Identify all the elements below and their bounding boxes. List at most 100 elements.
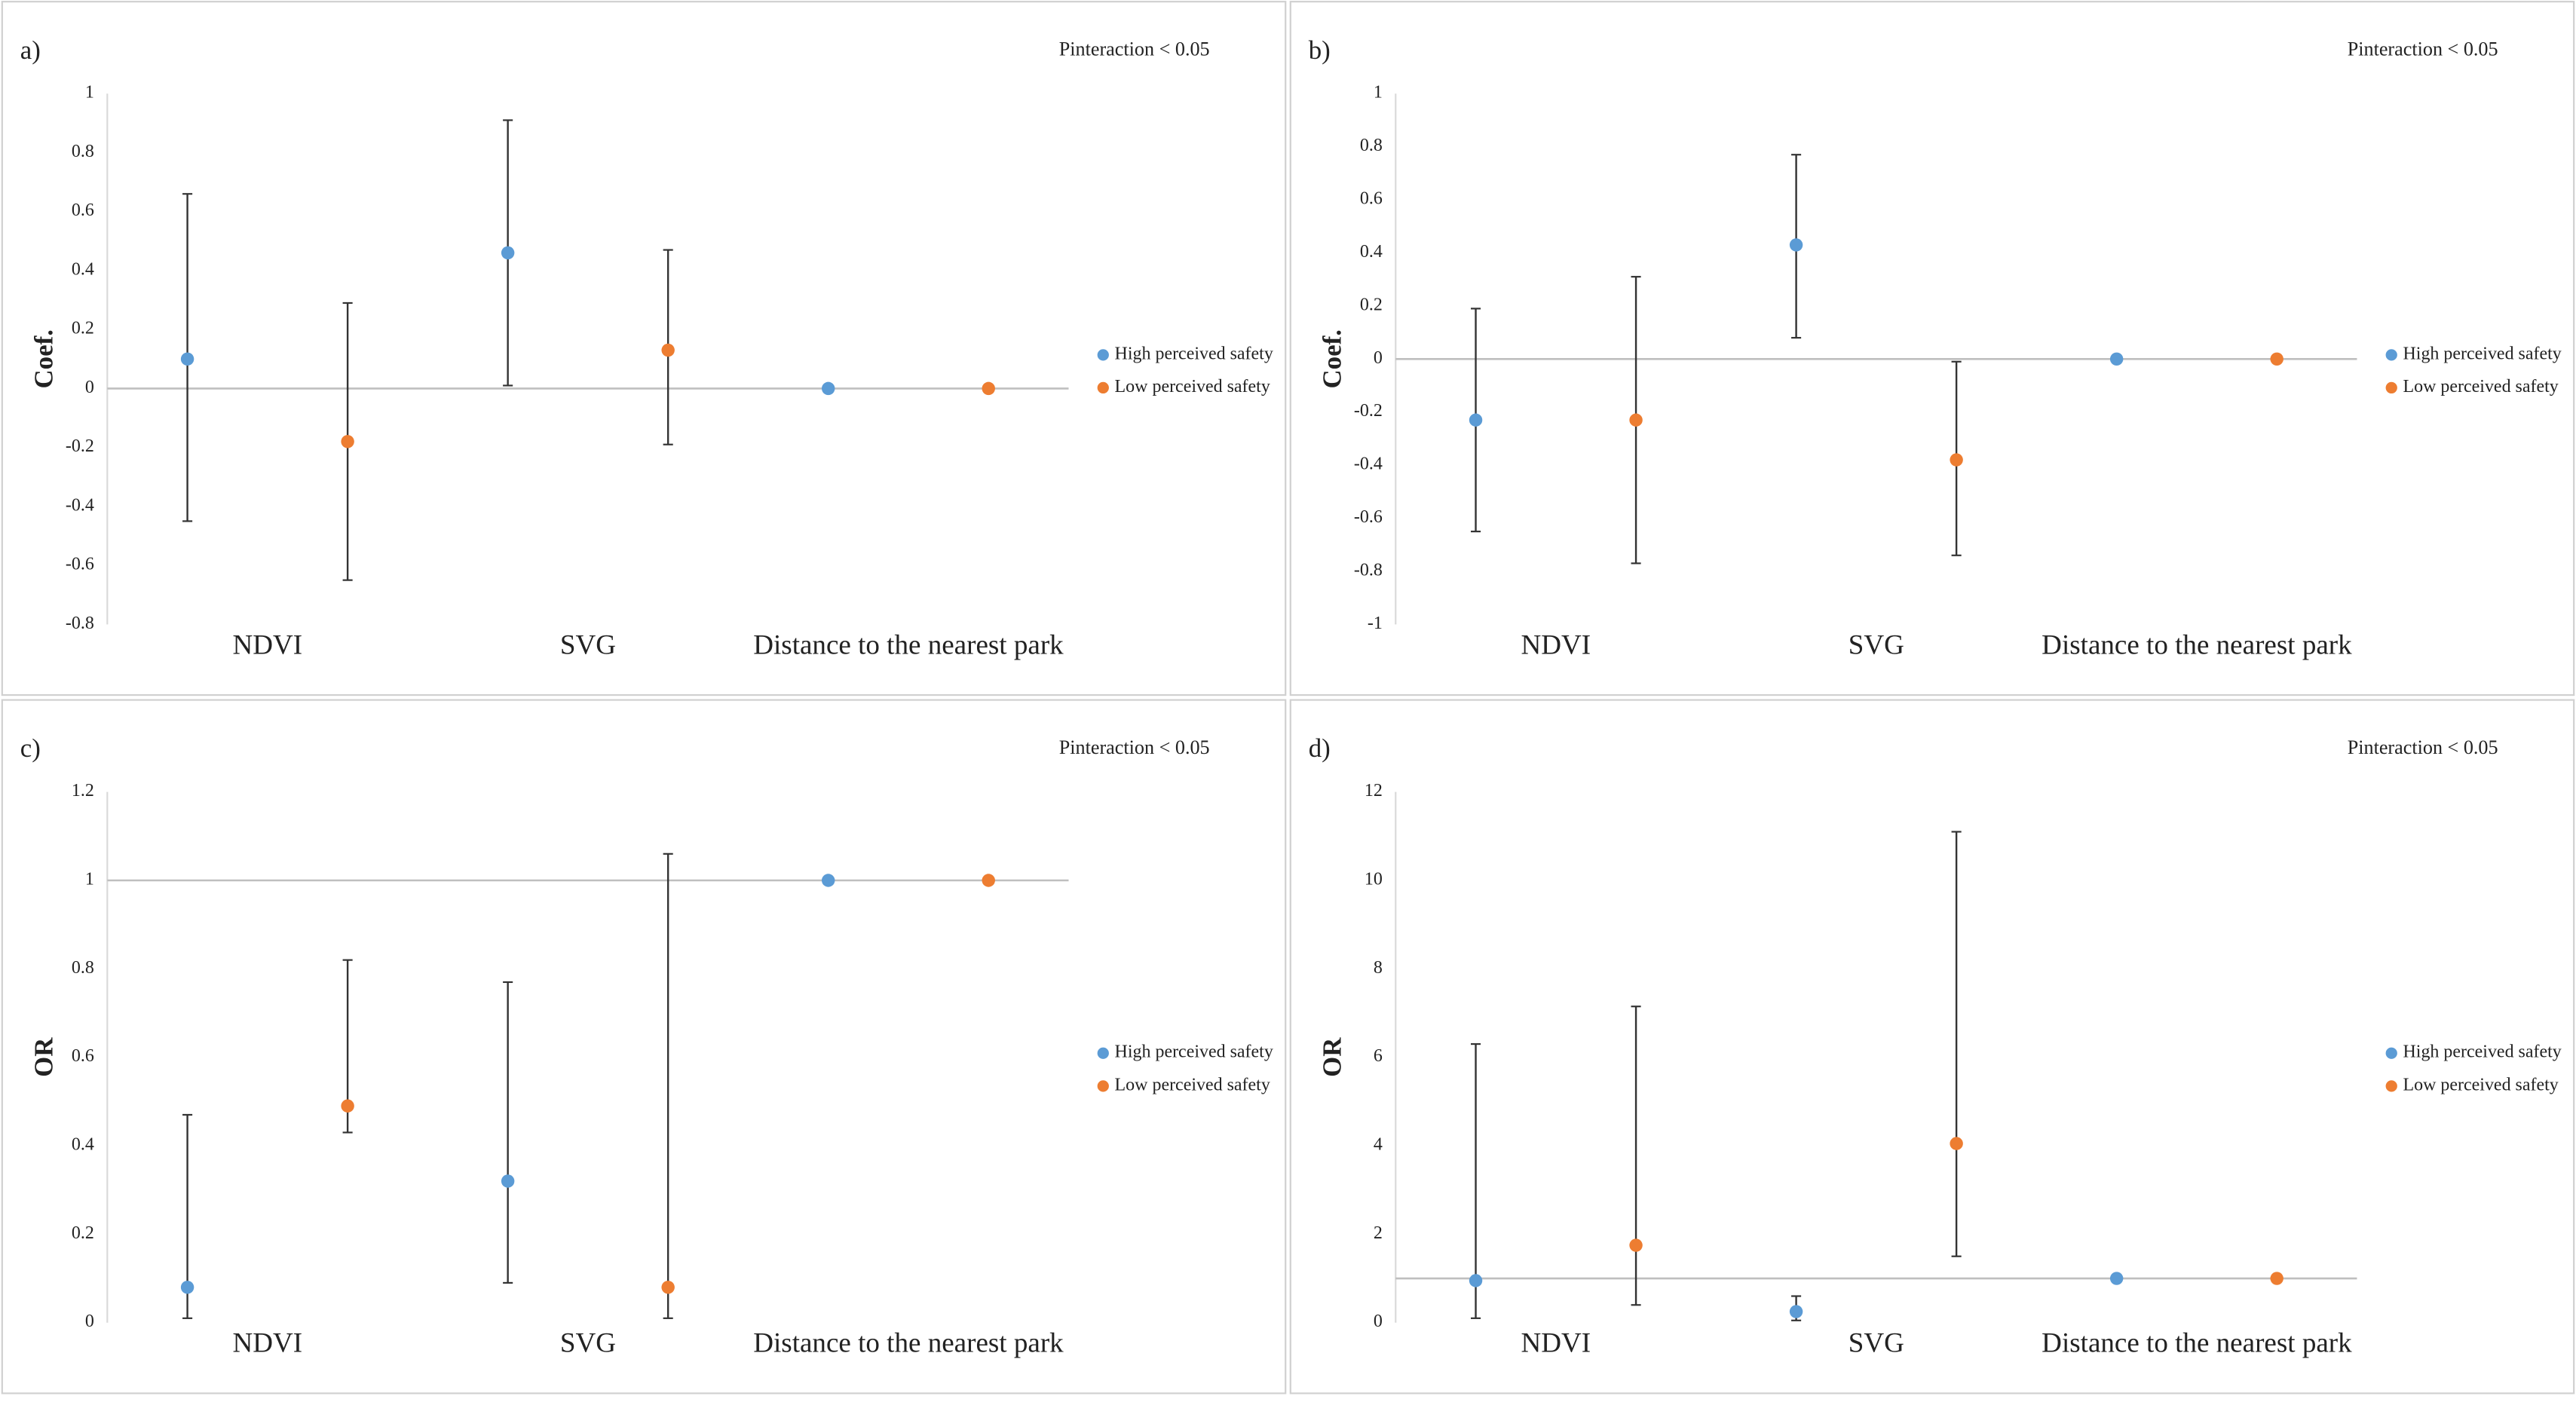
legend-marker [1097, 381, 1109, 394]
panel-label: d) [1309, 733, 1331, 763]
legend-marker [2385, 349, 2397, 361]
point [1629, 1238, 1643, 1252]
annotation: Pinteraction < 0.05 [1059, 38, 1210, 60]
y-tick-label: 4 [1374, 1135, 1383, 1155]
legend-marker [1097, 349, 1109, 361]
x-category-label: SVG [560, 1328, 616, 1359]
point [1789, 238, 1803, 252]
point [2109, 352, 2124, 366]
legend-label: High perceived safety [2403, 1042, 2561, 1062]
y-tick-label: 0.2 [72, 1223, 94, 1243]
y-tick-label: 0.8 [72, 958, 94, 978]
y-tick-label: 1 [85, 870, 94, 889]
y-tick-label: -0.4 [1354, 455, 1383, 474]
y-tick-label: 0.2 [72, 319, 94, 338]
x-category-label: SVG [1849, 1328, 1904, 1359]
x-category-label: SVG [1849, 629, 1904, 660]
y-tick-label: 12 [1365, 781, 1383, 800]
panel-border [1, 699, 1287, 1394]
y-tick-label: -0.2 [1354, 401, 1383, 421]
y-tick-label: 1 [85, 83, 94, 103]
legend-marker [1097, 1047, 1109, 1059]
x-category-label: Distance to the nearest park [2042, 629, 2352, 660]
legend-label: Low perceived safety [1115, 377, 1270, 396]
annotation: Pinteraction < 0.05 [2348, 38, 2498, 60]
point [982, 381, 995, 396]
y-tick-label: 0.4 [72, 1135, 94, 1155]
panel: b) Pinteraction < 0.05 Coef. -1 -0.8 -0.6 -0.4… [1289, 1, 2575, 696]
panel-label: b) [1309, 35, 1331, 65]
y-tick-label: 10 [1365, 870, 1383, 889]
x-category-label: NDVI [233, 629, 303, 660]
point [180, 352, 195, 366]
legend-label: High perceived safety [1115, 344, 1273, 363]
y-tick-label: 0 [1374, 348, 1383, 368]
point [1950, 1137, 1963, 1150]
y-tick-label: 0.8 [1360, 136, 1383, 155]
y-tick-label: -0.8 [66, 614, 94, 633]
x-category-label: NDVI [1521, 629, 1591, 660]
y-axis-label: OR [1318, 1037, 1347, 1077]
point [982, 874, 995, 887]
panel-border [1289, 1, 2575, 696]
y-tick-label: 0.4 [1360, 242, 1383, 262]
legend-label: Low perceived safety [1115, 1075, 1270, 1094]
y-tick-label: -0.8 [1354, 560, 1383, 580]
point [341, 1099, 354, 1113]
y-tick-label: -0.2 [66, 436, 94, 456]
panel-border [1289, 699, 2575, 1394]
point [501, 246, 515, 260]
panel: c) Pinteraction < 0.05 OR 0 0.2 0.4 0.6 0.8 1 1.2… [1, 699, 1287, 1394]
y-tick-label: 0 [1374, 1312, 1383, 1331]
panel: d) Pinteraction < 0.05 OR 0 2 4 6 8 10 12 NDVI SVG D… [1289, 699, 2575, 1394]
y-tick-label: -0.6 [66, 555, 94, 574]
x-category-label: Distance to the nearest park [2042, 1328, 2352, 1359]
legend-marker [2385, 381, 2397, 394]
y-tick-label: 2 [1374, 1223, 1383, 1243]
y-axis-label: Coef. [29, 329, 59, 388]
point [2109, 1272, 2124, 1285]
point [1469, 413, 1483, 427]
annotation: Pinteraction < 0.05 [1059, 736, 1210, 758]
x-category-label: NDVI [233, 1328, 303, 1359]
y-tick-label: 0.4 [72, 259, 94, 279]
point [661, 1281, 675, 1294]
legend-marker [2385, 1047, 2397, 1059]
point [341, 435, 354, 448]
y-tick-label: 0 [85, 1312, 94, 1331]
y-tick-label: 0.2 [1360, 295, 1383, 314]
y-tick-label: 6 [1374, 1046, 1383, 1066]
x-category-label: SVG [560, 629, 616, 660]
y-tick-label: 1 [1374, 83, 1383, 103]
point [661, 343, 675, 357]
y-tick-label: 0.6 [72, 1046, 94, 1066]
y-axis-label: OR [29, 1037, 59, 1077]
panel-label: a) [20, 35, 41, 65]
point [1469, 1274, 1483, 1287]
point [821, 381, 835, 396]
y-tick-label: 0.6 [1360, 189, 1383, 209]
point [1629, 413, 1643, 427]
y-axis-label: Coef. [1318, 329, 1347, 388]
panel: a) Pinteraction < 0.05 Coef. -0.8 -0.6 -0.4 -0… [1, 1, 1287, 696]
annotation: Pinteraction < 0.05 [2348, 736, 2498, 758]
point [180, 1281, 195, 1294]
point [821, 874, 835, 887]
point [501, 1174, 515, 1188]
y-tick-label: -1 [1368, 614, 1383, 633]
legend-marker [2385, 1080, 2397, 1092]
legend-label: Low perceived safety [2403, 1075, 2558, 1094]
panel-label: c) [20, 733, 41, 763]
x-category-label: Distance to the nearest park [753, 1328, 1064, 1359]
point [1950, 453, 1963, 467]
legend-label: Low perceived safety [2403, 377, 2558, 396]
point [2270, 1272, 2283, 1285]
x-category-label: Distance to the nearest park [753, 629, 1064, 660]
y-tick-label: 0.8 [72, 142, 94, 161]
y-tick-label: 0 [85, 378, 94, 397]
y-tick-label: -0.4 [66, 495, 94, 515]
y-tick-label: -0.6 [1354, 507, 1383, 527]
y-tick-label: 8 [1374, 958, 1383, 978]
